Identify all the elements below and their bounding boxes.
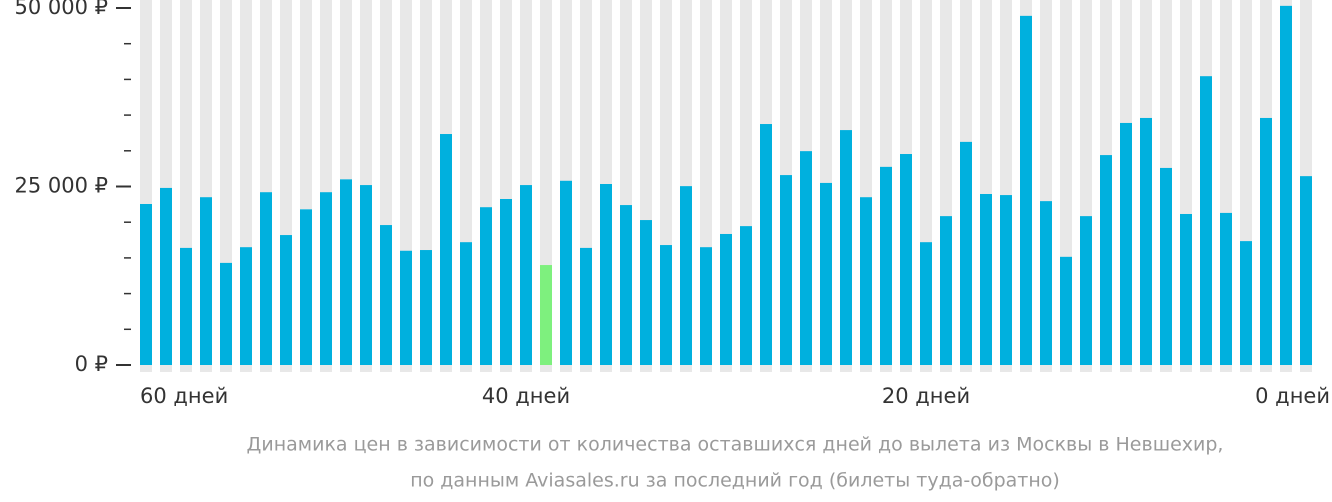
bar: [340, 179, 352, 365]
bar: [660, 245, 672, 365]
bar: [940, 216, 952, 365]
bar: [900, 154, 912, 365]
x-tick-label: 0 дней: [1255, 384, 1330, 408]
y-tick-label: 0 ₽: [75, 352, 108, 376]
bar: [1280, 5, 1292, 365]
bar: [720, 233, 732, 365]
x-tick-label: 40 дней: [482, 384, 570, 408]
bar: [1060, 256, 1072, 365]
bar: [920, 242, 932, 365]
bar: [1240, 241, 1252, 365]
bar: [560, 180, 572, 365]
bar: [760, 124, 772, 366]
bar: [500, 198, 512, 365]
bar: [280, 235, 292, 365]
bar: [860, 197, 872, 365]
bar: [360, 185, 372, 365]
y-tick-label: 50 000 ₽: [14, 0, 108, 19]
bar: [300, 209, 312, 365]
bar: [1120, 122, 1132, 365]
bar: [200, 197, 212, 365]
bar: [1180, 213, 1192, 365]
bar: [780, 175, 792, 365]
bar: [1200, 76, 1212, 365]
bar: [1100, 155, 1112, 365]
bar: [420, 250, 432, 365]
bar: [640, 220, 652, 365]
bar: [1140, 117, 1152, 366]
bar: [160, 187, 172, 365]
bar: [620, 205, 632, 365]
bar: [520, 185, 532, 365]
x-tick-label: 20 дней: [882, 384, 970, 408]
bar: [700, 247, 712, 365]
bar: [820, 182, 832, 365]
bar: [380, 225, 392, 365]
caption: Динамика цен в зависимости от количества…: [247, 434, 1224, 456]
bar: [220, 262, 232, 365]
y-tick-label: 25 000 ₽: [14, 174, 108, 198]
bar: [1160, 167, 1172, 365]
bar: [460, 242, 472, 365]
bar: [1220, 212, 1232, 365]
bar: [580, 247, 592, 365]
bar: [540, 265, 552, 365]
x-tick-label: 60 дней: [140, 384, 228, 408]
bar: [260, 192, 272, 365]
bar: [140, 203, 152, 365]
bar: [840, 130, 852, 365]
bar: [440, 134, 452, 365]
bar: [740, 226, 752, 365]
bar: [600, 184, 612, 365]
bar: [680, 186, 692, 365]
bar: [1300, 176, 1312, 365]
bar: [240, 247, 252, 365]
bar: [1040, 201, 1052, 365]
bar: [480, 207, 492, 365]
bar: [1080, 216, 1092, 365]
bar: [1020, 15, 1032, 365]
bar: [400, 250, 412, 365]
bar: [800, 151, 812, 365]
bar: [1260, 117, 1272, 366]
bar: [960, 141, 972, 365]
bar: [1000, 195, 1012, 365]
bar: [880, 166, 892, 365]
bar: [320, 192, 332, 365]
bar: [980, 193, 992, 365]
caption: по данным Aviasales.ru за последний год …: [410, 470, 1060, 492]
bar: [180, 247, 192, 365]
